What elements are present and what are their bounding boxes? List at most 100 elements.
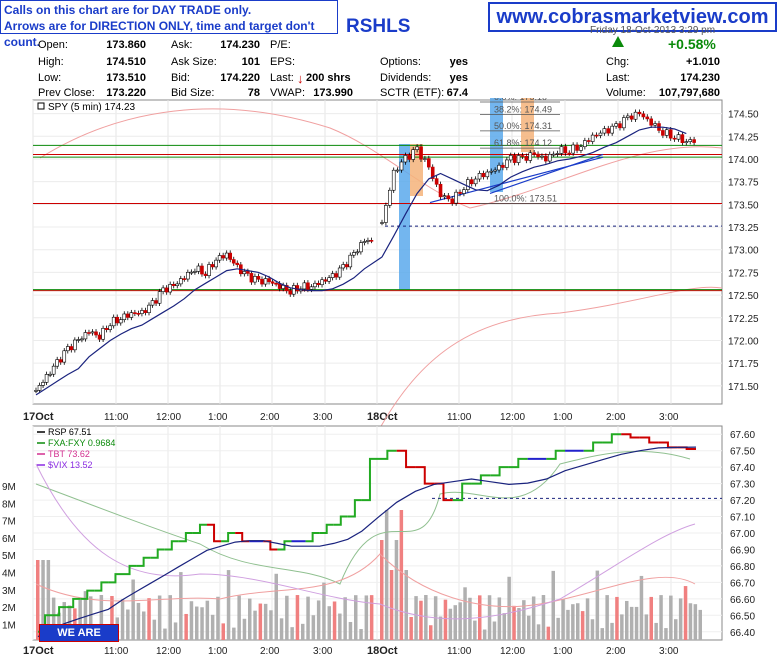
candle-body <box>330 273 335 278</box>
rsp-legend-entry: $VIX 13.52 <box>48 460 93 470</box>
candle-body <box>80 338 84 341</box>
volume-bar <box>536 624 541 640</box>
candle-body <box>51 365 56 375</box>
volume-bar <box>311 615 316 640</box>
rsp-price-segment <box>66 597 81 609</box>
candle-body <box>450 198 455 204</box>
fxa-fxy-line <box>35 450 691 585</box>
candle-body <box>323 279 328 282</box>
volume-bar <box>585 598 590 640</box>
rsp-x-tick: 1:00 <box>208 646 228 657</box>
price-y-tick: 173.00 <box>728 246 759 257</box>
rsp-y-tick: 67.20 <box>730 496 755 507</box>
candle-body <box>583 140 587 148</box>
volume-bar <box>348 621 353 640</box>
rsp-price-segment <box>452 482 472 502</box>
volume-bar <box>492 621 497 640</box>
volume-bar <box>605 595 609 640</box>
volume-bar <box>678 598 683 640</box>
rsp-y-tick: 67.30 <box>730 480 755 491</box>
candle-body <box>637 111 642 115</box>
volume-bar <box>316 600 321 640</box>
volume-bar <box>41 560 45 640</box>
open-value: 173.860 <box>106 39 146 51</box>
rsp-price-segment <box>639 436 659 444</box>
candle-body <box>528 152 533 161</box>
candle-body <box>485 171 490 178</box>
candle-body <box>118 319 123 324</box>
volume-bar <box>200 607 204 640</box>
candle-body <box>466 179 470 190</box>
price-x-tick: 2:00 <box>260 412 280 423</box>
candle-body <box>684 141 689 144</box>
low-label: Low: <box>38 72 62 84</box>
candle-body <box>90 331 95 334</box>
candle-body <box>341 264 346 269</box>
candle-body <box>362 241 367 243</box>
candle-body <box>334 273 338 278</box>
volume-bar <box>232 627 236 640</box>
volume-bar <box>189 601 194 640</box>
candle-body <box>516 155 521 163</box>
volume-bar <box>497 597 502 640</box>
candle-body <box>196 265 201 272</box>
volume-bar <box>248 598 252 640</box>
rsp-y-tick: 67.60 <box>730 430 755 441</box>
low-value: 173.510 <box>106 72 146 84</box>
candle-body <box>327 277 331 282</box>
candle-body <box>544 155 548 162</box>
volume-y-tick: 7M <box>2 517 16 528</box>
candle-body <box>520 155 525 157</box>
candle-body <box>618 123 622 129</box>
rsp-legend-entry: RSP 67.51 <box>48 427 91 437</box>
candle-body <box>284 285 289 292</box>
volume-bar <box>527 615 531 640</box>
candle-body <box>337 267 342 278</box>
candle-body <box>76 339 81 341</box>
options-value: yes <box>449 56 468 68</box>
rsp-price-segment <box>333 515 348 526</box>
volume-bar <box>384 510 389 640</box>
volume-y-tick: 4M <box>2 569 16 580</box>
candle-body <box>512 155 517 163</box>
volume-bar <box>576 603 580 640</box>
volume-bar <box>438 616 443 640</box>
fib-label: 38.2%: 174.49 <box>494 105 552 115</box>
candle-body <box>380 222 384 224</box>
volume-bar <box>458 602 462 640</box>
candle-body <box>55 359 59 367</box>
rsp-x-tick: 18Oct <box>367 645 398 657</box>
candle-body <box>164 287 169 293</box>
candle-body <box>590 134 595 142</box>
candle-body <box>602 128 607 134</box>
volume-bar <box>546 626 551 640</box>
candle-body <box>551 153 556 156</box>
volume-y-tick: 5M <box>2 551 16 562</box>
volume-bar <box>210 614 215 640</box>
volume-bar <box>89 596 93 640</box>
volume-bar <box>285 595 289 640</box>
candle-body <box>182 278 187 280</box>
volume-bar <box>279 618 284 640</box>
volume-bar <box>674 619 678 640</box>
rsp-price-segment <box>602 433 622 444</box>
ask-size-value: 101 <box>241 56 260 68</box>
volume-bar <box>136 602 141 640</box>
bid-label: Bid: <box>171 72 190 84</box>
candle-body <box>277 283 282 289</box>
volume-bar <box>468 597 472 640</box>
rsp-y-tick: 66.80 <box>730 562 755 573</box>
rsp-x-tick: 12:00 <box>500 646 525 657</box>
candle-body <box>579 146 583 151</box>
candle-body <box>150 300 155 306</box>
callout-line-2: Arrows are for DIRECTION ONLY, time and … <box>4 19 315 49</box>
bid-size-value: 78 <box>247 87 260 99</box>
rsp-x-tick: 11:00 <box>447 646 472 657</box>
candle-body <box>168 283 172 293</box>
website-banner[interactable]: www.cobrasmarketview.com <box>488 2 777 32</box>
candle-body <box>178 278 183 285</box>
volume-y-tick: 8M <box>2 499 16 510</box>
sctr-label: SCTR (ETF): <box>380 87 445 99</box>
rsp-price-segment <box>164 540 179 551</box>
rsp-price-segment <box>546 449 566 460</box>
